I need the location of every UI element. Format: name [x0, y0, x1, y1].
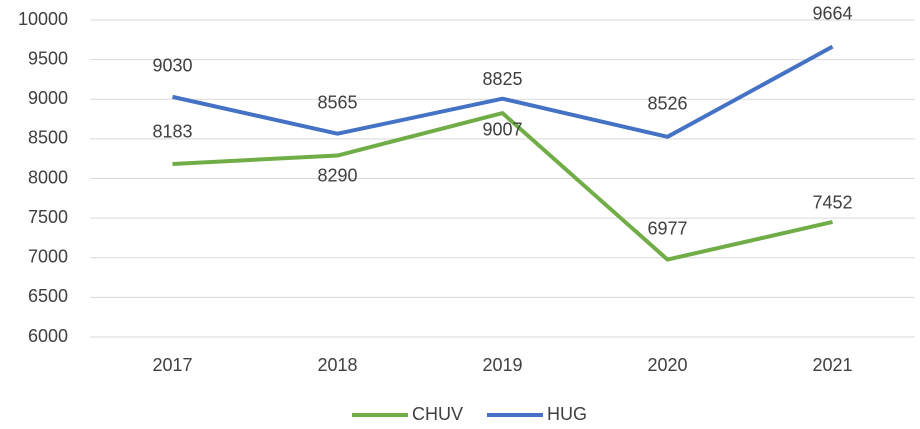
- data-label: 9664: [812, 3, 852, 23]
- data-label: 7452: [812, 193, 852, 213]
- x-tick-label: 2021: [812, 355, 852, 375]
- y-tick-label: 7000: [28, 247, 68, 267]
- x-tick-label: 2018: [317, 355, 357, 375]
- y-tick-label: 9500: [28, 48, 68, 68]
- data-label: 8526: [647, 94, 687, 114]
- y-tick-label: 7500: [28, 207, 68, 227]
- y-tick-label: 8500: [28, 128, 68, 148]
- legend-label: CHUV: [412, 404, 463, 424]
- x-tick-label: 2017: [152, 355, 192, 375]
- series-line: [172, 44, 834, 139]
- data-label: 6977: [647, 218, 687, 238]
- data-label: 8183: [152, 122, 192, 142]
- data-label: 8290: [317, 165, 357, 185]
- x-tick-label: 2020: [647, 355, 687, 375]
- y-tick-label: 10000: [18, 9, 68, 29]
- x-tick-label: 2019: [482, 355, 522, 375]
- data-label: 8825: [482, 69, 522, 89]
- y-tick-label: 8000: [28, 167, 68, 187]
- legend-label: HUG: [547, 404, 587, 424]
- series-line: [172, 111, 833, 262]
- data-label: 9007: [482, 119, 522, 139]
- y-tick-label: 6000: [28, 326, 68, 346]
- y-tick-label: 9000: [28, 88, 68, 108]
- data-label: 8565: [317, 92, 357, 112]
- data-label: 9030: [152, 56, 192, 76]
- y-tick-label: 6500: [28, 286, 68, 306]
